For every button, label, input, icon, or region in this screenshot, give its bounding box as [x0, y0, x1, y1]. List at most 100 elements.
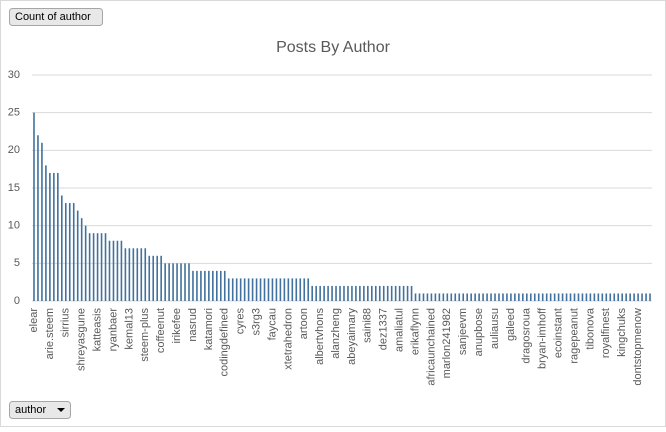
- bar: [243, 278, 246, 301]
- bar: [557, 293, 560, 301]
- bar: [533, 293, 536, 301]
- x-tick-label: amaliatul: [394, 308, 406, 352]
- x-tick-label: ryanbaer: [107, 308, 119, 352]
- bar: [526, 293, 528, 301]
- x-tick-label: marlon241982: [441, 308, 453, 378]
- bar: [406, 285, 409, 301]
- bar: [92, 233, 95, 301]
- bar: [219, 270, 222, 301]
- bar: [267, 278, 270, 301]
- bar: [251, 278, 254, 301]
- bar: [621, 293, 623, 301]
- bar: [124, 248, 127, 301]
- bar: [502, 293, 504, 301]
- bar: [104, 233, 107, 301]
- bar: [335, 285, 337, 301]
- bar: [367, 285, 369, 301]
- bar: [402, 285, 405, 301]
- x-tick-label: kingchuks: [616, 308, 628, 357]
- bar: [303, 278, 306, 301]
- bar: [553, 293, 556, 301]
- bar: [351, 285, 353, 301]
- bar: [323, 285, 325, 301]
- bar: [327, 285, 329, 301]
- bar: [466, 293, 468, 301]
- bar: [128, 248, 131, 301]
- bar: [585, 293, 588, 301]
- bar: [637, 293, 639, 301]
- x-tick-label: s3rg3: [250, 308, 262, 336]
- bar: [168, 263, 170, 301]
- bar: [549, 293, 552, 301]
- x-tick-label: bryan-imhoff: [537, 307, 549, 369]
- bar: [100, 233, 103, 301]
- bar: [144, 248, 147, 301]
- bar: [283, 278, 286, 301]
- x-tick-label: elear: [28, 308, 40, 333]
- bar: [140, 248, 143, 301]
- bar: [454, 293, 457, 301]
- bar: [617, 293, 620, 301]
- bar: [271, 278, 274, 301]
- bar: [378, 285, 381, 301]
- bar: [331, 285, 333, 301]
- bar: [192, 270, 194, 301]
- x-tick-label: erikaflynn: [409, 308, 421, 355]
- bar: [347, 285, 349, 301]
- bar: [597, 293, 600, 301]
- bar: [37, 135, 39, 301]
- bar: [152, 255, 155, 301]
- bar: [164, 263, 166, 301]
- bar: [200, 270, 202, 301]
- bar: [537, 293, 540, 301]
- bar: [482, 293, 484, 301]
- bar: [601, 293, 604, 301]
- bar: [176, 263, 178, 301]
- bar: [645, 293, 647, 301]
- y-tick-label: 15: [8, 182, 20, 194]
- bar: [116, 240, 119, 301]
- bar: [88, 233, 91, 301]
- bar: [291, 278, 294, 301]
- bar: [641, 293, 643, 301]
- y-tick-label: 10: [8, 220, 20, 232]
- x-tick-label: cyres: [235, 308, 247, 335]
- bar: [609, 293, 612, 301]
- bar: [80, 218, 83, 301]
- bar: [613, 293, 616, 301]
- axis-button[interactable]: [9, 401, 71, 419]
- x-tick-label: sirrius: [60, 308, 72, 338]
- bar: [426, 293, 429, 301]
- x-tick-label: artoon: [298, 308, 310, 339]
- bar: [196, 270, 198, 301]
- value-button[interactable]: [9, 8, 103, 26]
- bar: [275, 278, 278, 301]
- bar: [148, 255, 151, 301]
- bar: [589, 293, 592, 301]
- x-tick-label: shreyasgune: [76, 308, 88, 371]
- axis-button-label: author: [15, 404, 47, 416]
- bar: [112, 240, 115, 301]
- bar: [398, 285, 401, 301]
- x-tick-label: katteasis: [91, 308, 103, 352]
- bar: [490, 293, 492, 301]
- bar: [418, 293, 421, 301]
- bar: [434, 293, 437, 301]
- dropdown-arrow: [57, 408, 65, 412]
- bar: [239, 278, 242, 301]
- bar: [259, 278, 262, 301]
- bar: [581, 293, 584, 301]
- bar: [235, 278, 238, 301]
- x-tick-label: dez1337: [378, 308, 390, 350]
- bar: [204, 270, 206, 301]
- bar: [64, 203, 67, 301]
- bar: [593, 293, 596, 301]
- x-tick-label: codingdefined: [219, 308, 231, 377]
- bar: [315, 285, 317, 301]
- bar: [382, 285, 385, 301]
- bar: [470, 293, 472, 301]
- bar: [414, 293, 417, 301]
- bar: [529, 293, 532, 301]
- y-tick-label: 5: [14, 257, 20, 269]
